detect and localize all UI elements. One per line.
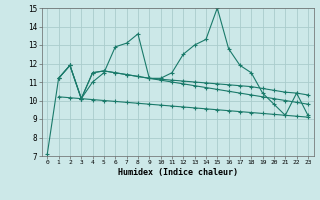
X-axis label: Humidex (Indice chaleur): Humidex (Indice chaleur) xyxy=(118,168,237,177)
